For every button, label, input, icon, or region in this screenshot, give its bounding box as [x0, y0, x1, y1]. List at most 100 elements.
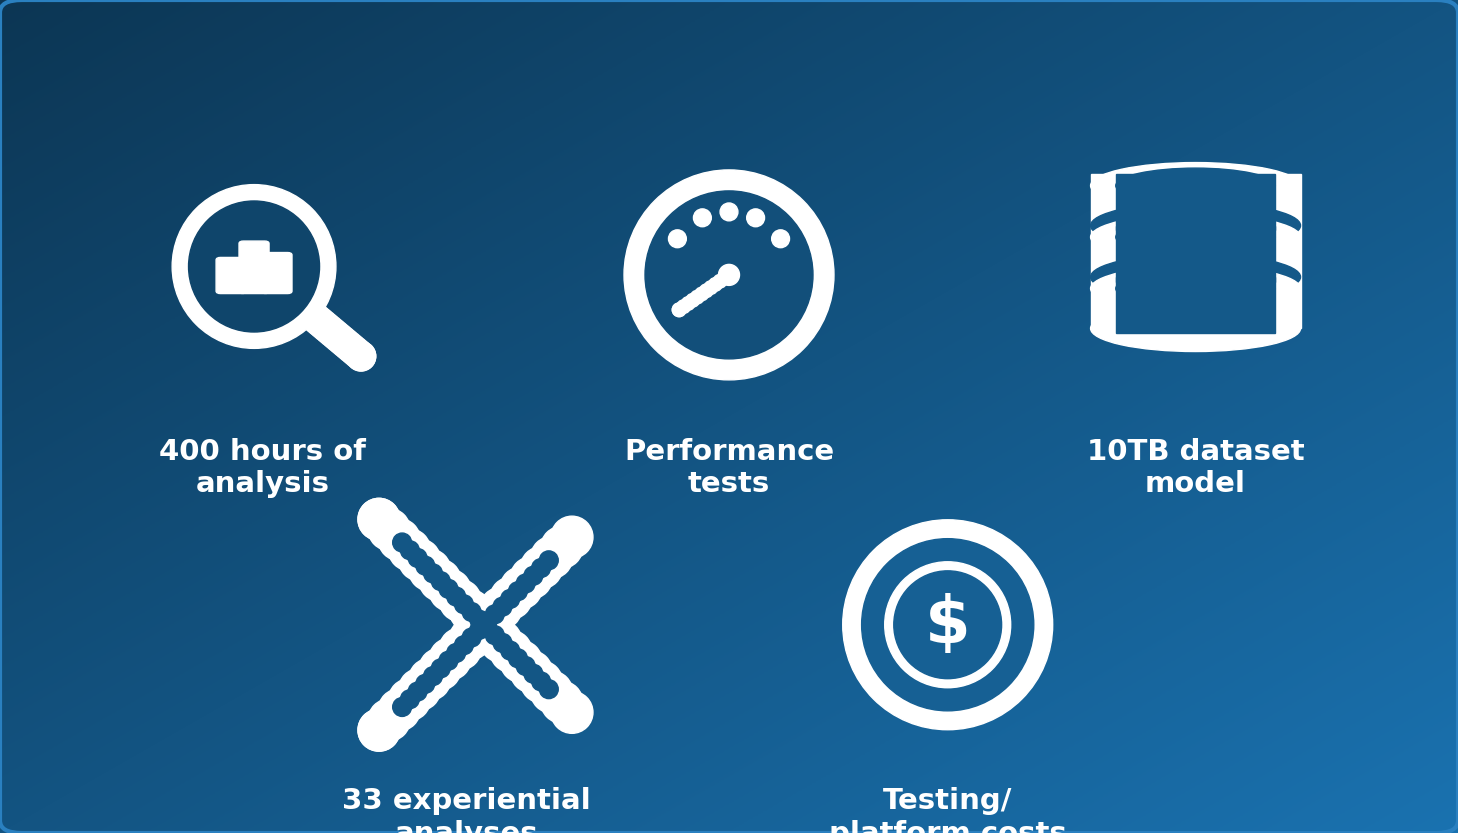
- Ellipse shape: [516, 656, 535, 676]
- Ellipse shape: [334, 331, 363, 361]
- Ellipse shape: [337, 333, 366, 363]
- Ellipse shape: [408, 658, 451, 701]
- Ellipse shape: [539, 680, 558, 699]
- Ellipse shape: [315, 315, 344, 345]
- Ellipse shape: [359, 709, 399, 751]
- Ellipse shape: [510, 651, 553, 693]
- Ellipse shape: [541, 681, 583, 723]
- Ellipse shape: [719, 264, 739, 286]
- Ellipse shape: [500, 641, 542, 682]
- Ellipse shape: [722, 268, 736, 282]
- Ellipse shape: [1091, 254, 1301, 300]
- Ellipse shape: [378, 519, 420, 561]
- Ellipse shape: [694, 209, 712, 227]
- Ellipse shape: [340, 337, 369, 366]
- Ellipse shape: [346, 342, 376, 371]
- Ellipse shape: [681, 297, 695, 310]
- Ellipse shape: [564, 704, 580, 721]
- Text: Performance
tests: Performance tests: [624, 437, 834, 498]
- Ellipse shape: [359, 709, 399, 751]
- Ellipse shape: [172, 185, 335, 348]
- Ellipse shape: [531, 536, 573, 578]
- Ellipse shape: [672, 303, 685, 317]
- Ellipse shape: [493, 633, 512, 652]
- Ellipse shape: [449, 618, 491, 660]
- Text: Testing/
platform costs: Testing/ platform costs: [828, 787, 1067, 833]
- Ellipse shape: [700, 284, 713, 297]
- Ellipse shape: [424, 666, 442, 686]
- Bar: [1091, 174, 1301, 226]
- Ellipse shape: [429, 570, 471, 611]
- Ellipse shape: [469, 610, 512, 652]
- Ellipse shape: [1091, 214, 1301, 260]
- Ellipse shape: [398, 539, 440, 581]
- Ellipse shape: [1115, 271, 1276, 306]
- Ellipse shape: [624, 170, 834, 380]
- Ellipse shape: [343, 339, 373, 368]
- Ellipse shape: [324, 323, 354, 352]
- Ellipse shape: [459, 607, 502, 650]
- Ellipse shape: [408, 548, 427, 567]
- Ellipse shape: [327, 326, 357, 355]
- Ellipse shape: [321, 321, 350, 350]
- Ellipse shape: [449, 590, 491, 631]
- Ellipse shape: [392, 533, 411, 552]
- Ellipse shape: [771, 230, 790, 247]
- Ellipse shape: [486, 605, 504, 624]
- Ellipse shape: [398, 669, 440, 711]
- Ellipse shape: [439, 651, 458, 670]
- Ellipse shape: [509, 581, 528, 601]
- Ellipse shape: [308, 310, 338, 339]
- Ellipse shape: [500, 641, 519, 660]
- Ellipse shape: [695, 287, 709, 301]
- Ellipse shape: [500, 567, 542, 609]
- Ellipse shape: [439, 580, 481, 621]
- FancyBboxPatch shape: [239, 241, 270, 293]
- Ellipse shape: [539, 551, 558, 570]
- Ellipse shape: [462, 628, 481, 647]
- Ellipse shape: [720, 203, 738, 221]
- Ellipse shape: [551, 691, 593, 733]
- Ellipse shape: [188, 201, 319, 332]
- Ellipse shape: [408, 682, 427, 701]
- Ellipse shape: [439, 580, 458, 598]
- Ellipse shape: [490, 577, 532, 619]
- Ellipse shape: [1091, 162, 1301, 209]
- Ellipse shape: [843, 520, 1053, 730]
- Ellipse shape: [432, 571, 451, 591]
- Ellipse shape: [1115, 220, 1276, 255]
- Ellipse shape: [469, 597, 512, 640]
- Ellipse shape: [709, 277, 722, 292]
- Ellipse shape: [521, 661, 563, 703]
- Text: $: $: [924, 593, 971, 656]
- Ellipse shape: [346, 342, 376, 371]
- Ellipse shape: [408, 549, 451, 591]
- Ellipse shape: [429, 638, 471, 680]
- Ellipse shape: [510, 556, 553, 599]
- Ellipse shape: [418, 559, 461, 601]
- FancyBboxPatch shape: [216, 257, 246, 293]
- Ellipse shape: [446, 644, 465, 662]
- Ellipse shape: [551, 516, 593, 558]
- Ellipse shape: [704, 281, 717, 294]
- Ellipse shape: [691, 290, 704, 304]
- Ellipse shape: [490, 631, 532, 672]
- Bar: [1115, 174, 1276, 230]
- Ellipse shape: [668, 230, 687, 247]
- Ellipse shape: [480, 621, 522, 662]
- Ellipse shape: [469, 621, 488, 639]
- Ellipse shape: [388, 679, 430, 721]
- Ellipse shape: [862, 539, 1034, 711]
- Ellipse shape: [318, 317, 347, 347]
- Bar: [1091, 277, 1301, 328]
- Ellipse shape: [378, 689, 420, 731]
- Ellipse shape: [521, 546, 563, 589]
- Ellipse shape: [644, 191, 814, 359]
- Ellipse shape: [392, 697, 411, 716]
- Ellipse shape: [1091, 202, 1301, 248]
- Ellipse shape: [359, 498, 399, 541]
- Ellipse shape: [486, 626, 504, 645]
- Ellipse shape: [509, 649, 528, 668]
- Ellipse shape: [312, 312, 341, 342]
- Ellipse shape: [523, 566, 542, 586]
